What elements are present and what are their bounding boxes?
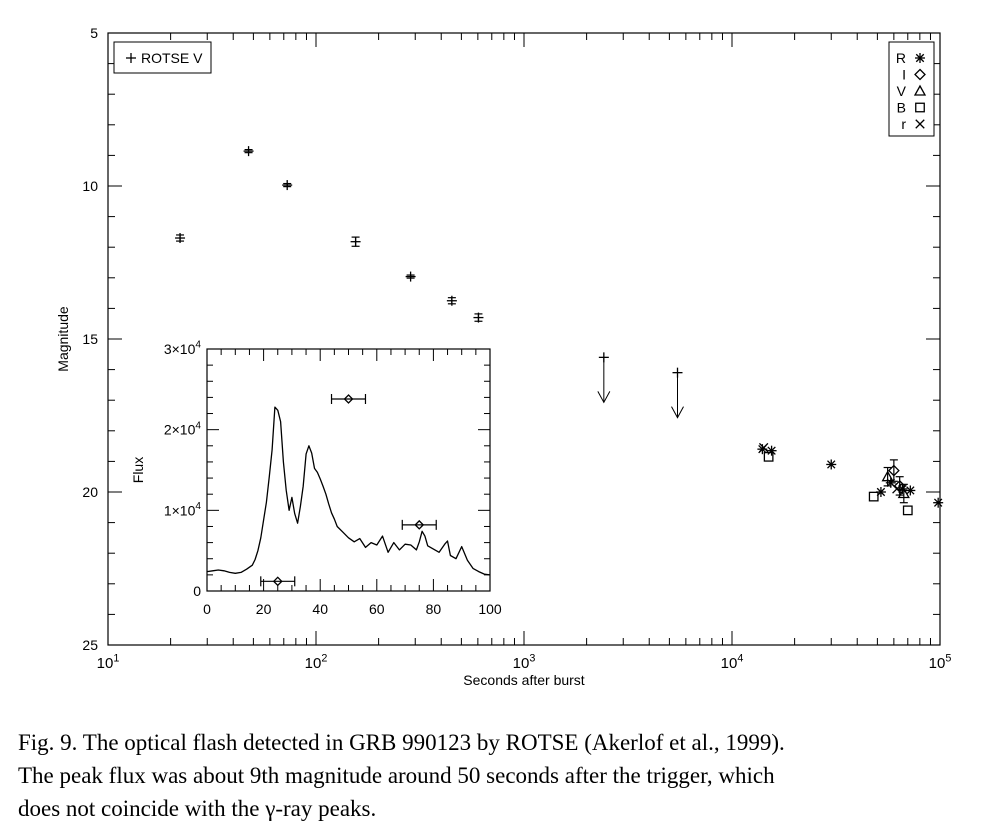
marker-shape [763,451,774,462]
legend-label-x: r [901,116,906,132]
inset-data-point [414,519,425,530]
inset-y-tick-label: 0 [193,583,201,599]
y-tick-label: 5 [90,25,98,41]
legend-box-right [888,41,935,137]
marker-stroke [933,498,943,507]
data-point-x [758,442,769,453]
data-point-diamond [887,464,900,477]
upper-limit-arrowhead [597,391,611,404]
data-point-plus [405,271,416,282]
grb-lightcurve-figure: 101 102 103 104 105 5 10 15 20 25 Seconds after bu… [55,25,951,688]
inset-x-tick-label: 80 [426,601,442,617]
marker-shape [272,576,283,587]
upper-limit-arrowhead [671,406,684,419]
marker-stroke [906,486,915,495]
data-point-plus [446,295,457,306]
data-point-asterisk [826,459,837,470]
caption-line: does not coincide with the γ-ray peaks. [18,796,377,821]
inset-y-axis-label: Flux [130,457,146,483]
data-point-triangle [881,470,894,482]
x-axis-label: Seconds after burst [463,672,585,688]
inset-x-tick-label: 0 [203,601,211,617]
main-lightcurve-chart: 101 102 103 104 105 5 10 15 20 25 Seconds after bu… [55,25,951,688]
legend-label-square: B [897,100,906,116]
legend-symbol-x [915,119,925,129]
marker-shape [414,519,425,530]
legend-label-rotse: ROTSE V [141,50,203,66]
inset-data-point [272,576,283,587]
marker-stroke [892,484,902,494]
data-point-triangle [897,487,910,499]
marker-shape [897,487,910,499]
inset-y-tick-label: 2×104 [164,420,202,437]
inset-x-tick-label: 100 [478,601,502,617]
inset-y-tick-label: 3×104 [164,340,202,357]
data-point-square [902,505,913,516]
legend-symbol-triangle [913,84,927,96]
figure-caption: Fig. 9. The optical flash detected in GR… [18,726,980,825]
marker-stroke [758,442,769,453]
marker-shape [915,102,925,113]
y-tick-label: 10 [82,178,98,194]
legend-symbol-square [915,102,925,113]
inset-x-tick-label: 20 [256,601,272,617]
data-point-square [763,451,774,462]
y-axis-label: Magnitude [55,306,71,372]
data-point-square [868,491,879,502]
legend-symbol-asterisk [915,53,925,63]
marker-shape [913,84,927,96]
data-point-asterisk [905,485,916,496]
inset-flux-curve [206,406,491,576]
data-point-x [892,484,902,494]
marker-shape [868,491,879,502]
marker-stroke [827,460,836,469]
data-point-plus [350,236,361,247]
inset-flux-chart: 0 20 40 60 80 100 0 1×104 2×104 3×104 Flux [130,340,502,617]
inset-x-tick-label: 60 [369,601,385,617]
caption-line: The peak flux was about 9th magnitude ar… [18,763,775,788]
x-tick-label: 101 [97,652,120,672]
y-tick-label: 15 [82,331,98,347]
inset-data-point [343,394,354,404]
x-tick-label: 105 [929,652,952,672]
x-tick-label: 104 [721,652,744,672]
inset-frame [206,348,491,592]
legend-plus-symbol [126,53,136,63]
x-tick-label: 103 [513,652,536,672]
marker-shape [343,394,354,404]
marker-stroke [915,53,925,63]
caption-line: Fig. 9. The optical flash detected in GR… [18,730,785,755]
legend-symbol-diamond [914,68,926,81]
y-tick-label: 25 [82,637,98,653]
y-tick-label: 20 [82,484,98,500]
marker-shape [881,470,894,482]
data-point-plus [243,146,254,157]
marker-stroke [915,119,925,129]
data-point-plus [175,233,186,244]
x-tick-label: 102 [305,652,328,672]
data-point-plus [282,180,293,191]
marker-shape [914,68,926,81]
marker-shape [887,464,900,477]
data-point-asterisk [766,445,777,456]
data-point-plus [473,312,484,323]
legend-label-asterisk: R [896,50,906,66]
legend-label-triangle: V [897,83,907,99]
inset-y-tick-label: 1×104 [164,501,202,518]
data-point-asterisk [933,497,944,508]
inset-x-tick-label: 40 [312,601,328,617]
legend-label-diamond: I [902,67,906,83]
marker-shape [902,505,913,516]
